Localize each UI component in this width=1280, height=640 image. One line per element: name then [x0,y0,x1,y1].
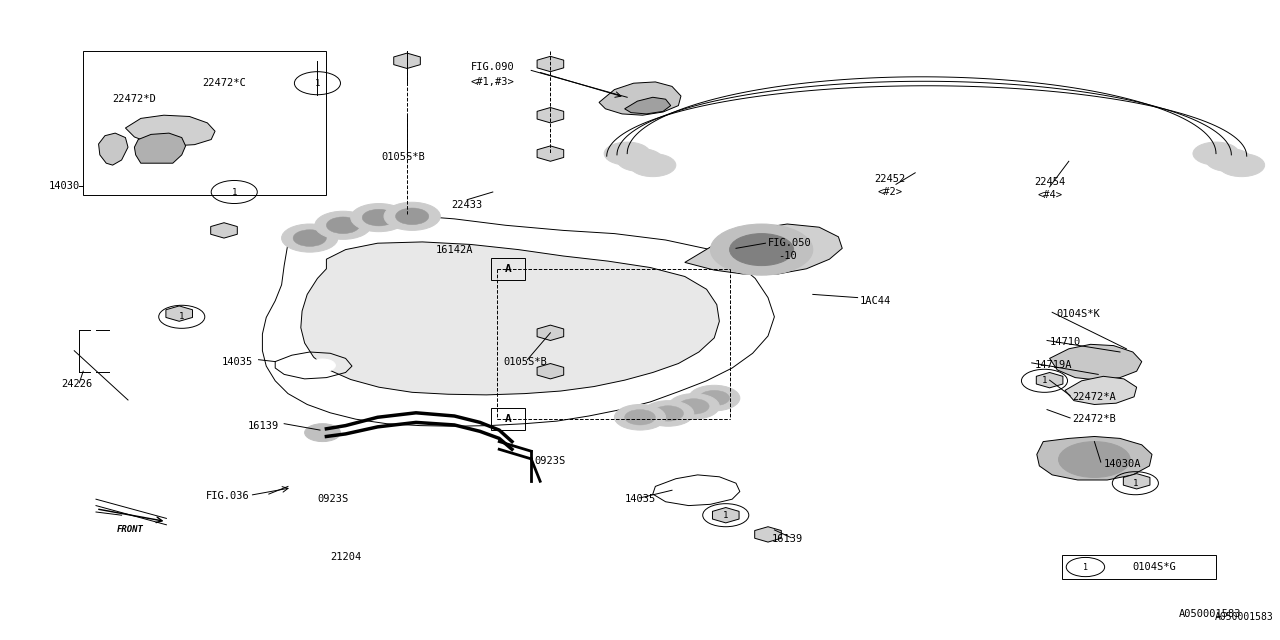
Circle shape [653,406,684,421]
Circle shape [630,154,676,177]
Text: 14710: 14710 [1050,337,1080,348]
Text: A050001583: A050001583 [1179,609,1242,620]
Text: 22472*A: 22472*A [1073,392,1116,402]
Circle shape [326,217,360,234]
Text: 22454: 22454 [1034,177,1065,188]
Polygon shape [1065,376,1137,404]
Text: 0923S: 0923S [317,494,348,504]
Text: 14719A: 14719A [1034,360,1071,370]
Text: 0105S*B: 0105S*B [381,152,425,162]
Circle shape [678,399,709,414]
Text: FRONT: FRONT [118,525,143,534]
Polygon shape [99,133,128,165]
Circle shape [362,209,396,226]
Circle shape [614,404,666,430]
Polygon shape [625,97,671,114]
Circle shape [699,390,730,406]
Circle shape [282,224,338,252]
Circle shape [293,230,326,246]
Circle shape [604,142,650,165]
Text: 21204: 21204 [330,552,361,562]
Polygon shape [1050,344,1142,380]
Circle shape [668,394,719,419]
Text: 14035: 14035 [625,494,655,504]
Text: 22472*B: 22472*B [1073,414,1116,424]
Text: 1: 1 [179,312,184,321]
Text: 16139: 16139 [772,534,803,544]
Text: 1: 1 [1083,563,1088,572]
Text: 0104S*G: 0104S*G [1133,562,1176,572]
Text: A: A [504,264,512,274]
Circle shape [666,484,691,497]
Circle shape [1059,442,1130,477]
Text: 0105S*B: 0105S*B [503,356,547,367]
Text: A050001583: A050001583 [1215,612,1274,622]
Polygon shape [685,224,842,274]
Text: 14035: 14035 [223,356,253,367]
Text: 1AC44: 1AC44 [860,296,891,306]
Text: 1: 1 [723,511,728,520]
Polygon shape [125,115,215,146]
Text: 1: 1 [232,188,237,196]
Text: FIG.036: FIG.036 [206,491,250,501]
Circle shape [695,484,721,497]
Text: <#2>: <#2> [877,187,902,197]
Text: 14030A: 14030A [1103,459,1140,469]
Circle shape [1219,154,1265,177]
Text: 22472*D: 22472*D [113,94,156,104]
Polygon shape [599,82,681,115]
Text: 0923S: 0923S [535,456,566,466]
Circle shape [351,204,407,232]
Circle shape [310,359,335,372]
Circle shape [1193,142,1239,165]
Text: <#1,#3>: <#1,#3> [471,77,515,87]
Text: FIG.050: FIG.050 [768,238,812,248]
Circle shape [689,385,740,411]
Circle shape [284,359,310,372]
Text: 1: 1 [1133,479,1138,488]
Circle shape [643,401,694,426]
Circle shape [305,424,340,442]
Text: <#4>: <#4> [1037,190,1062,200]
Circle shape [315,211,371,239]
Circle shape [396,208,429,225]
Text: -10: -10 [778,251,797,261]
Text: 22452: 22452 [874,174,905,184]
Circle shape [617,148,663,172]
Text: 22433: 22433 [452,200,483,210]
Circle shape [625,410,655,425]
Text: FIG.090: FIG.090 [471,62,515,72]
Text: 22472*C: 22472*C [202,78,246,88]
Text: 16139: 16139 [248,420,279,431]
Text: A: A [504,414,512,424]
Text: 1: 1 [1042,376,1047,385]
Circle shape [1206,148,1252,172]
Text: 16142A: 16142A [435,244,474,255]
Circle shape [710,224,813,275]
Text: 0104S*K: 0104S*K [1056,308,1100,319]
Text: 24226: 24226 [61,379,92,389]
Text: 14030: 14030 [49,180,79,191]
Polygon shape [301,242,719,395]
Text: 1: 1 [315,79,320,88]
Circle shape [730,234,794,266]
Polygon shape [134,133,186,163]
Polygon shape [1037,436,1152,480]
Circle shape [384,202,440,230]
